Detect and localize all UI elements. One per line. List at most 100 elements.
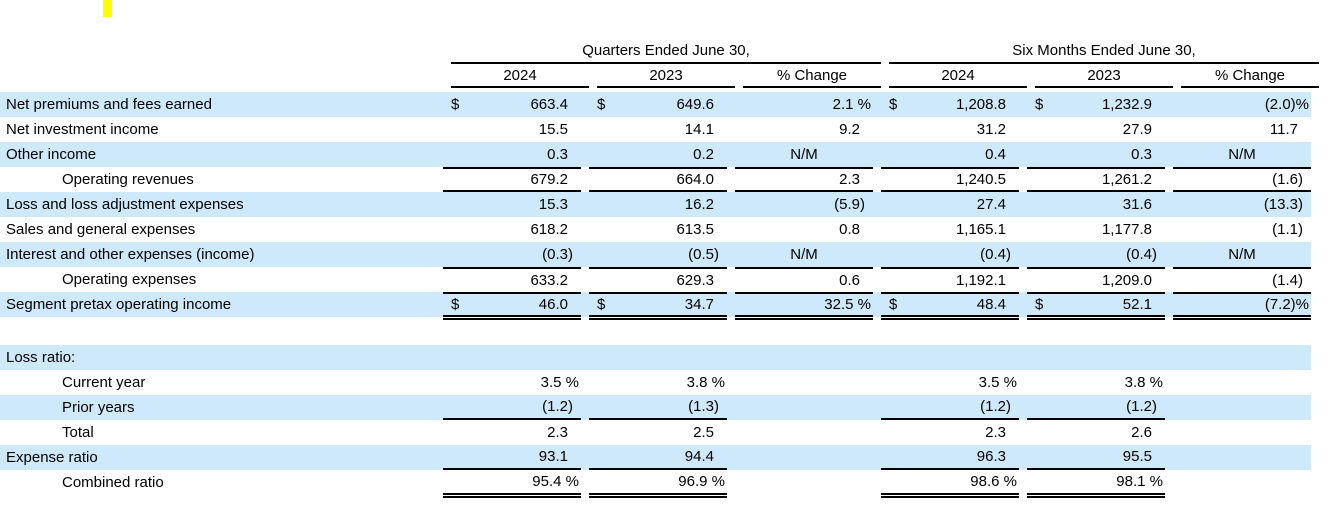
value-cell bbox=[735, 345, 873, 370]
value-cell: $48.4 bbox=[881, 292, 1019, 320]
cell-value: 664.0 bbox=[676, 171, 714, 188]
cell-value: 16.2 bbox=[684, 196, 714, 213]
row-label: Net premiums and fees earned bbox=[6, 96, 212, 113]
cell-value: (1.2) bbox=[542, 398, 573, 415]
row-label: Total bbox=[62, 424, 94, 441]
row-label: Combined ratio bbox=[62, 474, 164, 491]
value-cell: $46.0 bbox=[443, 292, 581, 320]
cell-value: 618.2 bbox=[530, 221, 568, 238]
table-row: Operating expenses 633.2 629.3 0.6 1,192.1 1,… bbox=[0, 267, 1311, 292]
value-cell: (2.0)% bbox=[1173, 92, 1311, 117]
cell-value: 3.8 % bbox=[686, 374, 725, 391]
value-cell: (1.2) bbox=[1027, 395, 1165, 420]
value-cell: 0.3 bbox=[1027, 142, 1165, 167]
cell-value: 93.1 bbox=[538, 448, 568, 465]
value-cell bbox=[881, 345, 1019, 370]
value-cell: N/M bbox=[1173, 242, 1311, 267]
cell-value: (5.9) bbox=[834, 196, 865, 213]
cell-value: 1,209.0 bbox=[1101, 272, 1152, 289]
value-cell: 2.3 bbox=[443, 420, 581, 445]
value-cell: (0.3) bbox=[443, 242, 581, 267]
value-cell: 96.9 % bbox=[589, 470, 727, 498]
table-row: Loss ratio: bbox=[0, 345, 1311, 370]
cell-value: (1.2) bbox=[980, 398, 1011, 415]
value-cell: N/M bbox=[735, 142, 873, 167]
value-cell: 2.3 bbox=[881, 420, 1019, 445]
value-cell: $1,208.8 bbox=[881, 92, 1019, 117]
value-cell: (0.4) bbox=[881, 242, 1019, 267]
value-cell: 98.1 % bbox=[1027, 470, 1165, 498]
dollar-sign: $ bbox=[1035, 96, 1044, 113]
col-header-s-2023: 2023 bbox=[1035, 64, 1173, 88]
cell-value: (0.4) bbox=[1126, 246, 1157, 263]
table-row: Segment pretax operating income $46.0 $34.… bbox=[0, 292, 1311, 320]
dollar-sign: $ bbox=[451, 296, 460, 313]
cell-value: 11.7 bbox=[1269, 121, 1298, 138]
cell-value: 2.3 bbox=[839, 171, 860, 188]
cell-value: (0.3) bbox=[542, 246, 573, 263]
cell-value: 95.5 bbox=[1122, 448, 1152, 465]
value-cell: (1.4) bbox=[1173, 267, 1311, 292]
cell-value: N/M bbox=[1228, 246, 1256, 263]
table-row: Expense ratio 93.1 94.4 96.3 95.5 bbox=[0, 445, 1311, 470]
value-cell: 9.2 bbox=[735, 117, 873, 142]
table-row: Sales and general expenses 618.2 613.5 0.8 1… bbox=[0, 217, 1311, 242]
value-cell: 633.2 bbox=[443, 267, 581, 292]
value-cell: 1,165.1 bbox=[881, 217, 1019, 242]
value-cell: 16.2 bbox=[589, 192, 727, 217]
value-cell: $52.1 bbox=[1027, 292, 1165, 320]
value-cell: 613.5 bbox=[589, 217, 727, 242]
value-cell: 618.2 bbox=[443, 217, 581, 242]
value-cell: 94.4 bbox=[589, 445, 727, 470]
value-cell bbox=[735, 395, 873, 420]
value-cell bbox=[735, 445, 873, 470]
dollar-sign: $ bbox=[597, 96, 606, 113]
cell-value: 1,261.2 bbox=[1101, 171, 1152, 188]
value-cell: (1.3) bbox=[589, 395, 727, 420]
cell-value: 1,208.8 bbox=[955, 96, 1006, 113]
value-cell: 0.3 bbox=[443, 142, 581, 167]
cell-value: (1.3) bbox=[688, 398, 719, 415]
value-cell: N/M bbox=[735, 242, 873, 267]
row-label: Sales and general expenses bbox=[6, 221, 196, 238]
row-label: Segment pretax operating income bbox=[6, 296, 232, 313]
dollar-sign: $ bbox=[597, 296, 606, 313]
cell-value: 9.2 bbox=[839, 121, 860, 138]
value-cell: (1.2) bbox=[443, 395, 581, 420]
value-cell: 1,192.1 bbox=[881, 267, 1019, 292]
dollar-sign: $ bbox=[889, 296, 898, 313]
value-cell bbox=[735, 370, 873, 395]
segment-results-table: Quarters Ended June 30, Six Months Ended… bbox=[0, 42, 1319, 498]
cell-value: 27.4 bbox=[976, 196, 1006, 213]
group-header-six-months: Six Months Ended June 30, bbox=[889, 42, 1319, 64]
value-cell: 679.2 bbox=[443, 167, 581, 192]
cell-value: (0.5) bbox=[688, 246, 719, 263]
value-cell bbox=[443, 345, 581, 370]
table-body: Net premiums and fees earned $663.4 $649.6… bbox=[0, 92, 1311, 498]
cell-value: 633.2 bbox=[530, 272, 568, 289]
cell-value: (1.6) bbox=[1272, 171, 1303, 188]
col-header-q-change: % Change bbox=[743, 64, 881, 88]
col-header-q-2024: 2024 bbox=[451, 64, 589, 88]
value-cell: 27.4 bbox=[881, 192, 1019, 217]
cell-value: (13.3) bbox=[1263, 196, 1303, 213]
value-cell: (5.9) bbox=[735, 192, 873, 217]
value-cell: 95.4 % bbox=[443, 470, 581, 498]
value-cell: 15.3 bbox=[443, 192, 581, 217]
value-cell: 31.2 bbox=[881, 117, 1019, 142]
value-cell: $1,232.9 bbox=[1027, 92, 1165, 117]
cell-value: 14.1 bbox=[684, 121, 714, 138]
cell-value: 649.6 bbox=[676, 96, 714, 113]
row-label: Net investment income bbox=[6, 121, 159, 138]
cell-value: 46.0 bbox=[538, 296, 568, 313]
value-cell: 96.3 bbox=[881, 445, 1019, 470]
cell-value: N/M bbox=[790, 246, 818, 263]
value-cell: (1.2) bbox=[881, 395, 1019, 420]
cell-value: 1,177.8 bbox=[1101, 221, 1152, 238]
cell-value: 34.7 bbox=[684, 296, 714, 313]
cell-value: 31.2 bbox=[976, 121, 1006, 138]
value-cell: (1.1) bbox=[1173, 217, 1311, 242]
cell-value: 1,192.1 bbox=[955, 272, 1006, 289]
value-cell bbox=[1173, 395, 1311, 420]
row-label: Prior years bbox=[62, 399, 135, 416]
